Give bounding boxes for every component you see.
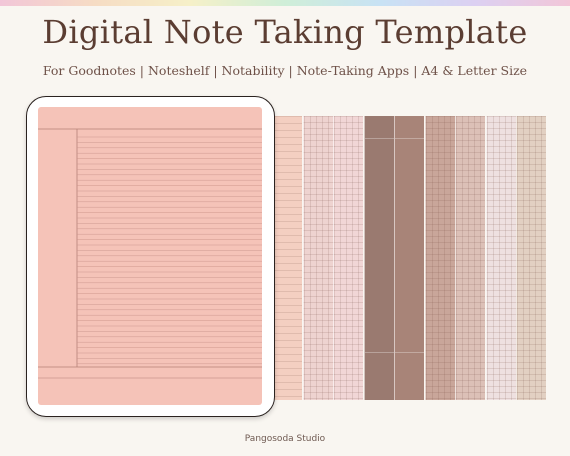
template-strip-grid <box>516 116 546 400</box>
rainbow-top-bar <box>0 0 570 6</box>
template-strip-lined <box>272 116 302 400</box>
page-title: Digital Note Taking Template <box>42 13 528 51</box>
template-strip-dotted <box>333 116 363 400</box>
template-strip-grid <box>455 116 485 400</box>
section-divider <box>395 352 424 353</box>
section-divider <box>364 138 394 139</box>
section-divider <box>364 352 394 353</box>
template-strip-grid <box>485 116 516 400</box>
template-strip-dark <box>363 116 394 400</box>
template-strip-grid <box>424 116 455 400</box>
lined-note-page <box>38 128 262 379</box>
tablet-mockup <box>26 96 275 417</box>
tablet-screen <box>38 107 262 405</box>
template-strip-grid <box>302 116 333 400</box>
section-divider <box>395 138 424 139</box>
studio-credit: Pangosoda Studio <box>244 434 326 444</box>
page-subtitle: For Goodnotes | Noteshelf | Notability |… <box>42 63 528 78</box>
template-strip-cornell <box>394 116 424 400</box>
